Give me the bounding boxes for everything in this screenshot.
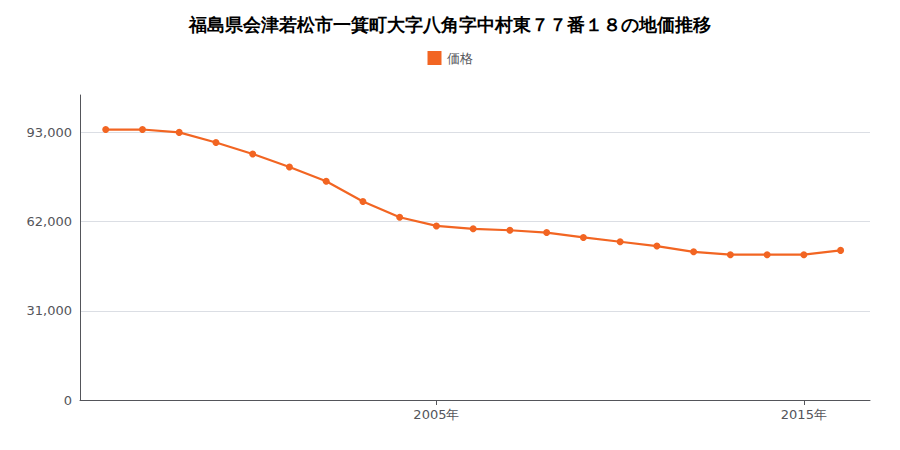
svg-text:2005年: 2005年 [413, 407, 459, 422]
svg-text:2015年: 2015年 [781, 407, 827, 422]
svg-text:93,000: 93,000 [27, 125, 73, 140]
svg-text:価格: 価格 [447, 51, 473, 66]
svg-text:福島県会津若松市一箕町大字八角字中村東７７番１８の地価推移: 福島県会津若松市一箕町大字八角字中村東７７番１８の地価推移 [188, 14, 711, 35]
svg-text:0: 0 [64, 393, 72, 408]
svg-text:31,000: 31,000 [27, 303, 73, 318]
svg-text:62,000: 62,000 [27, 214, 73, 229]
